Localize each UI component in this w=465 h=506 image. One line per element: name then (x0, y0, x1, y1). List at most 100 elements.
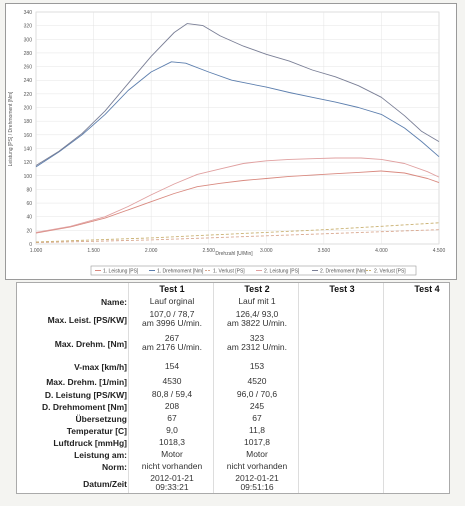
row-label: Max. Leist. [PS/KW] (47, 315, 127, 325)
dyno-chart-panel: 1.000 1.500 2.000 2.500 3.000 3.500 4.000 4.500… (5, 3, 457, 280)
row-label: V-max [km/h] (74, 362, 127, 372)
chart-axes: 1.000 1.500 2.000 2.500 3.000 3.500 4.000 4.500… (24, 10, 446, 254)
cell-line: 153 (249, 361, 265, 371)
y-tick-label: 100 (24, 174, 33, 180)
column-divider (128, 283, 129, 493)
y-tick-label: 80 (26, 187, 32, 193)
cell-line: 96,0 / 70,6 (236, 389, 278, 399)
y-tick-label: 120 (24, 160, 33, 166)
chart-legend: 1. Leistung [PS] 1. Drehmoment [Nm] 1. Ver… (90, 265, 417, 276)
column-divider (383, 283, 384, 493)
table-cell: 67 (129, 414, 215, 423)
series-line (35, 61, 440, 168)
row-label: Max. Drehm. [Nm] (54, 339, 127, 349)
table-cell: 153 (214, 362, 300, 371)
x-axis-title: Drehzahl [U/Min] (215, 251, 253, 257)
table-cell: 4520 (214, 377, 300, 386)
legend-label: 1. Verlust [PS] (213, 269, 245, 275)
cell-line: 1018,3 (159, 437, 185, 447)
x-tick-label: 4.000 (375, 248, 388, 254)
cell-line: nicht vorhanden (141, 461, 203, 471)
table-cell: 4530 (129, 377, 215, 386)
table-cell: nicht vorhanden (214, 462, 300, 471)
cell-line: 09:33:21 (155, 482, 189, 492)
table-cell: 67 (214, 414, 300, 423)
cell-line: 1017,8 (244, 437, 270, 447)
y-tick-label: 280 (24, 51, 33, 57)
cell-line: 4530 (162, 376, 182, 386)
cell-line: am 3822 U/min. (227, 318, 287, 328)
table-cell: 323 am 2312 U/min. (214, 334, 300, 352)
table-cell: Lauf mit 1 (214, 297, 300, 306)
row-label: Datum/Zeit (83, 479, 127, 489)
table-cell: 1018,3 (129, 438, 215, 447)
legend-label: 1. Leistung [PS] (103, 269, 139, 275)
cell-line: 2012-01-21 (150, 473, 194, 483)
row-label: Leistung am: (74, 450, 127, 460)
table-cell: nicht vorhanden (129, 462, 215, 471)
legend-label: 2. Verlust [PS] (374, 269, 406, 275)
series-line (35, 222, 440, 243)
plot-area (35, 11, 440, 245)
cell-line: 126,4/ 93,0 (235, 309, 279, 319)
legend-label: 2. Leistung [PS] (264, 269, 300, 275)
column-divider (298, 283, 299, 493)
column-divider (213, 283, 214, 493)
dyno-chart: 1.000 1.500 2.000 2.500 3.000 3.500 4.000 4.500… (8, 10, 446, 276)
cell-line: 67 (167, 413, 177, 423)
x-tick-label: 2.000 (145, 248, 158, 254)
series-line (35, 229, 440, 244)
table-cell: Motor (129, 450, 215, 459)
cell-line: Lauf orginal (149, 296, 195, 306)
x-tick-label: 3.000 (260, 248, 273, 254)
cell-line: am 2176 U/min. (142, 342, 202, 352)
y-tick-label: 180 (24, 119, 33, 125)
column-header-test-3: Test 3 (329, 284, 355, 294)
cell-line: nicht vorhanden (226, 461, 288, 471)
y-tick-label: 220 (24, 92, 33, 98)
table-cell: 2012-01-21 09:33:21 (129, 474, 215, 492)
y-tick-label: 200 (24, 106, 33, 112)
cell-line: 4520 (247, 376, 267, 386)
cell-line: am 3996 U/min. (142, 318, 202, 328)
x-tick-label: 1.000 (30, 248, 43, 254)
cell-line: 9,0 (166, 425, 178, 435)
table-cell: 245 (214, 402, 300, 411)
cell-line: 323 (249, 333, 265, 343)
y-tick-label: 320 (24, 24, 33, 30)
chart-grid (35, 11, 440, 245)
cell-line: 2012-01-21 (235, 473, 279, 483)
table-cell: 1017,8 (214, 438, 300, 447)
series-line (35, 170, 440, 234)
cell-line: Motor (161, 449, 183, 459)
table-cell: 126,4/ 93,0 am 3822 U/min. (214, 310, 300, 328)
row-label: D. Drehmoment [Nm] (41, 402, 127, 412)
comparison-table: Test 1 Test 2 Test 3 Test 4 Name: Lauf orgina… (16, 282, 450, 494)
cell-line: 245 (249, 401, 265, 411)
row-label: Name: (101, 297, 127, 307)
chart-series (35, 23, 440, 244)
y-tick-label: 300 (24, 37, 33, 43)
table-cell: Lauf orginal (129, 297, 215, 306)
cell-line: 80,8 / 59,4 (151, 389, 193, 399)
cell-line: 267 (164, 333, 180, 343)
y-axis-title: Leistung [PS] / Drehmoment [Nm] (8, 91, 14, 166)
cell-line: Motor (246, 449, 268, 459)
y-tick-label: 240 (24, 78, 33, 84)
table-cell: 267 am 2176 U/min. (129, 334, 215, 352)
row-label: Max. Drehm. [1/min] (46, 377, 127, 387)
series-line (35, 157, 440, 233)
cell-line: 09:51:16 (240, 482, 274, 492)
y-tick-label: 60 (26, 201, 32, 207)
y-tick-label: 0 (29, 242, 32, 248)
table-cell: 107,0 / 78,7 am 3996 U/min. (129, 310, 215, 328)
cell-line: 67 (252, 413, 262, 423)
y-tick-label: 20 (26, 228, 32, 234)
x-tick-label: 4.500 (433, 248, 446, 254)
row-label: Luftdruck [mmHg] (53, 438, 127, 448)
y-tick-label: 260 (24, 65, 33, 71)
column-header-test-1: Test 1 (159, 284, 185, 294)
table-cell: Motor (214, 450, 300, 459)
column-header-test-2: Test 2 (244, 284, 270, 294)
column-header-test-4: Test 4 (414, 284, 440, 294)
